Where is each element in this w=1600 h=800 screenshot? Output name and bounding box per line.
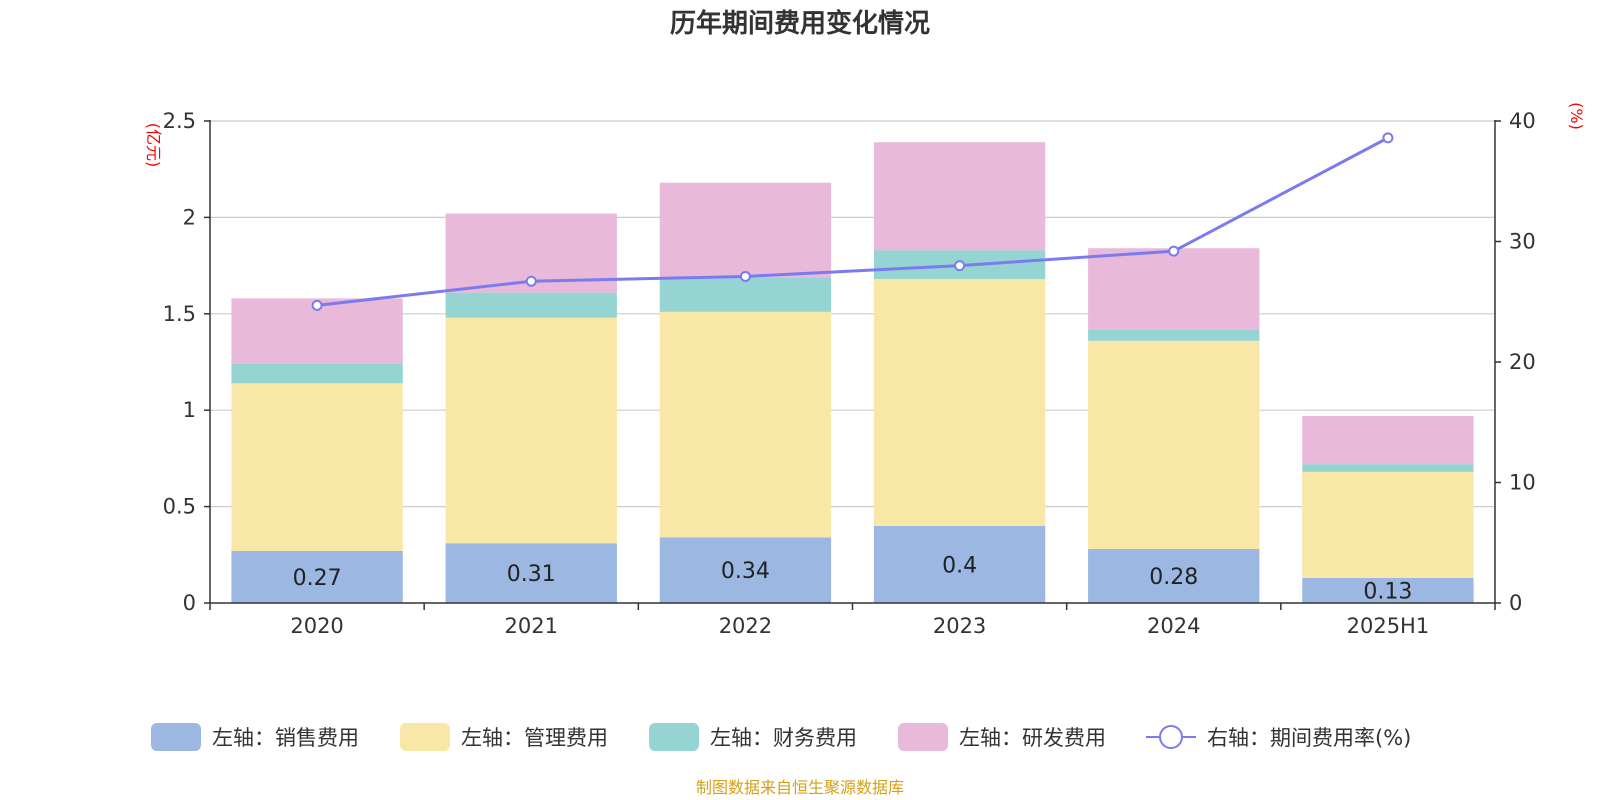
rate-line-path — [316, 136, 1389, 307]
bar-segment — [1302, 577, 1474, 603]
chart-title: 历年期间费用变化情况 — [670, 8, 930, 39]
legend-swatch — [649, 723, 699, 751]
left-axis-unit: (亿元) — [144, 123, 163, 168]
left-axis-tick-label: 1 — [183, 398, 196, 422]
bar-segment — [659, 277, 832, 312]
data-label: 0.13 — [1363, 579, 1412, 604]
data-label: 0.27 — [293, 566, 342, 591]
rate-line-point — [739, 270, 751, 282]
bar-segment — [1302, 415, 1474, 465]
rate-line-point — [311, 299, 323, 311]
bar-segment — [231, 383, 403, 551]
bar-segment — [873, 525, 1046, 603]
x-axis-tick-label: 2024 — [1147, 614, 1200, 638]
right-axis-tick-label: 40 — [1509, 109, 1536, 133]
bar-segment — [1088, 248, 1260, 330]
legend: 左轴：销售费用 左轴：管理费用 左轴：财务费用 左轴：研发费用 右轴：期间费用率(%) — [151, 723, 1411, 751]
bar-segment — [873, 142, 1046, 251]
bar-segment — [1088, 329, 1260, 341]
bar-segment — [231, 363, 403, 384]
x-axis-tick-label: 2025H1 — [1347, 614, 1430, 638]
rate-line-point — [1382, 132, 1394, 144]
data-labels: 0.27 0.31 0.34 0.4 0.28 0.13 — [293, 553, 1413, 604]
bar-segment — [1088, 549, 1260, 603]
bar-segment — [1302, 464, 1474, 472]
bar-segment — [445, 292, 617, 318]
x-axis-tick-label: 2020 — [290, 614, 343, 638]
legend-swatch — [400, 723, 450, 751]
legend-label: 左轴：管理费用 — [461, 726, 608, 750]
data-label: 0.31 — [507, 562, 556, 587]
bar-segment — [873, 279, 1046, 526]
x-axis-tick-label: 2021 — [505, 614, 558, 638]
right-axis-unit: (%) — [1567, 102, 1586, 130]
legend-label: 左轴：销售费用 — [212, 726, 359, 750]
bar-segment — [659, 537, 832, 603]
bars — [231, 142, 1474, 603]
left-axis-tick-label: 0.5 — [163, 495, 196, 519]
rate-line-point — [1168, 245, 1180, 257]
rate-line-point — [525, 275, 537, 287]
left-axis-tick-label: 2.5 — [163, 109, 196, 133]
x-axis-tick-label: 2022 — [719, 614, 772, 638]
left-axis-tick-label: 2 — [183, 205, 196, 229]
rate-line-point — [954, 260, 966, 272]
bar-segment — [659, 311, 832, 538]
legend-label: 右轴：期间费用率(%) — [1207, 726, 1411, 750]
x-axis-tick-label: 2023 — [933, 614, 986, 638]
legend-label: 左轴：财务费用 — [710, 726, 857, 750]
left-axis-tick-label: 0 — [183, 591, 196, 615]
data-label: 0.28 — [1149, 565, 1198, 590]
bar-segment — [659, 182, 832, 278]
right-axis-tick-label: 10 — [1509, 471, 1536, 495]
bar-segment — [231, 550, 403, 603]
bar-segment — [445, 543, 617, 603]
bar-segment — [445, 317, 617, 544]
legend-swatch — [151, 723, 201, 751]
legend-swatch — [898, 723, 948, 751]
legend-line-marker — [1159, 725, 1183, 749]
source-note: 制图数据来自恒生聚源数据库 — [696, 778, 904, 797]
left-axis-tick-label: 1.5 — [163, 302, 196, 326]
bar-segment — [1302, 471, 1474, 578]
right-axis-tick-label: 20 — [1509, 350, 1536, 374]
data-label: 0.4 — [942, 553, 977, 578]
data-label: 0.34 — [721, 559, 770, 584]
legend-label: 左轴：研发费用 — [959, 726, 1106, 750]
right-axis-tick-label: 30 — [1509, 230, 1536, 254]
gridlines — [210, 120, 1495, 508]
right-axis-tick-label: 0 — [1509, 591, 1522, 615]
rate-line — [311, 132, 1394, 311]
axes: 0 0.5 1 1.5 2 2.5 0 10 20 30 40 2020 2021 2022 2023 202… — [163, 109, 1536, 638]
bar-segment — [1088, 340, 1260, 550]
